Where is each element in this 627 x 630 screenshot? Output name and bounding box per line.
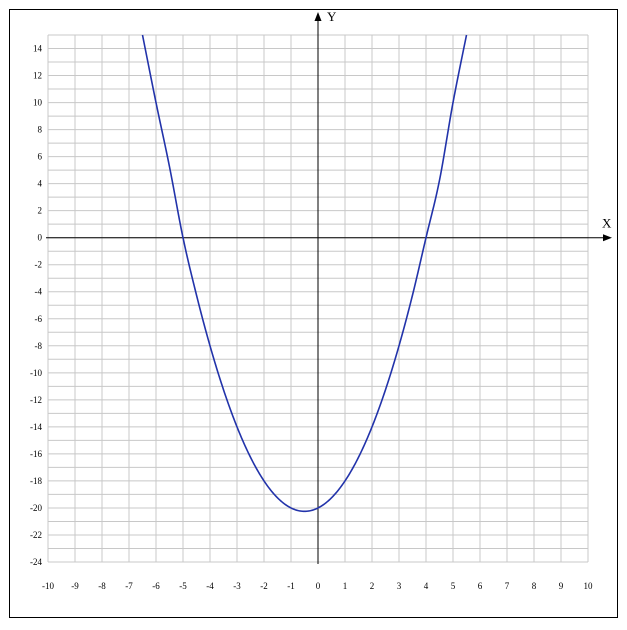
series-line — [141, 34, 468, 513]
y-tick-label: 6 — [38, 152, 43, 162]
y-tick-label: 8 — [38, 125, 43, 135]
y-tick-label: -6 — [35, 314, 43, 324]
y-tick-label: -24 — [30, 557, 42, 567]
x-axis-arrow — [603, 234, 612, 242]
x-tick-label: 7 — [505, 581, 510, 591]
x-tick-label: 9 — [559, 581, 564, 591]
axes — [46, 12, 612, 564]
x-tick-label: 3 — [397, 581, 402, 591]
x-tick-label: -5 — [179, 581, 187, 591]
x-axis-label: X — [602, 216, 612, 231]
y-tick-label: -14 — [30, 422, 42, 432]
x-tick-label: -2 — [260, 581, 268, 591]
series — [141, 34, 468, 513]
x-tick-label: 10 — [584, 581, 594, 591]
x-tick-label: -9 — [71, 581, 79, 591]
y-axis-arrow — [314, 12, 322, 21]
y-tick-label: 10 — [33, 98, 43, 108]
y-tick-label: 14 — [33, 44, 43, 54]
y-tick-label: -22 — [30, 530, 42, 540]
x-tick-label: 4 — [424, 581, 429, 591]
x-tick-label: 5 — [451, 581, 456, 591]
y-tick-label: -16 — [30, 449, 42, 459]
tick-labels: -10 -9 -8 -7 -6 -5 -4 -3 -2 -1 0 1 2 3 4 5 6 7 8 9 101412108… — [30, 44, 593, 591]
y-tick-label: -2 — [35, 260, 43, 270]
x-tick-label: 6 — [478, 581, 483, 591]
x-tick-label: -3 — [233, 581, 241, 591]
y-tick-label: -12 — [30, 395, 42, 405]
y-tick-label: -20 — [30, 503, 42, 513]
x-tick-label: -7 — [125, 581, 133, 591]
x-tick-label: 8 — [532, 581, 537, 591]
x-tick-label: -10 — [42, 581, 54, 591]
x-tick-label: 1 — [343, 581, 348, 591]
x-tick-label: 0 — [316, 581, 321, 591]
y-tick-label: 12 — [33, 71, 42, 81]
chart-frame — [9, 9, 618, 618]
x-tick-label: -6 — [152, 581, 160, 591]
x-tick-label: -1 — [287, 581, 295, 591]
x-tick-label: 2 — [370, 581, 375, 591]
y-axis-label: Y — [327, 9, 337, 24]
y-tick-label: 0 — [38, 233, 43, 243]
y-tick-label: 4 — [38, 179, 43, 189]
x-tick-label: -4 — [206, 581, 214, 591]
y-tick-label: -10 — [30, 368, 42, 378]
x-tick-label: -8 — [98, 581, 106, 591]
y-tick-label: -4 — [35, 287, 43, 297]
y-tick-label: -8 — [35, 341, 43, 351]
y-tick-label: 2 — [38, 206, 43, 216]
y-tick-label: -18 — [30, 476, 42, 486]
